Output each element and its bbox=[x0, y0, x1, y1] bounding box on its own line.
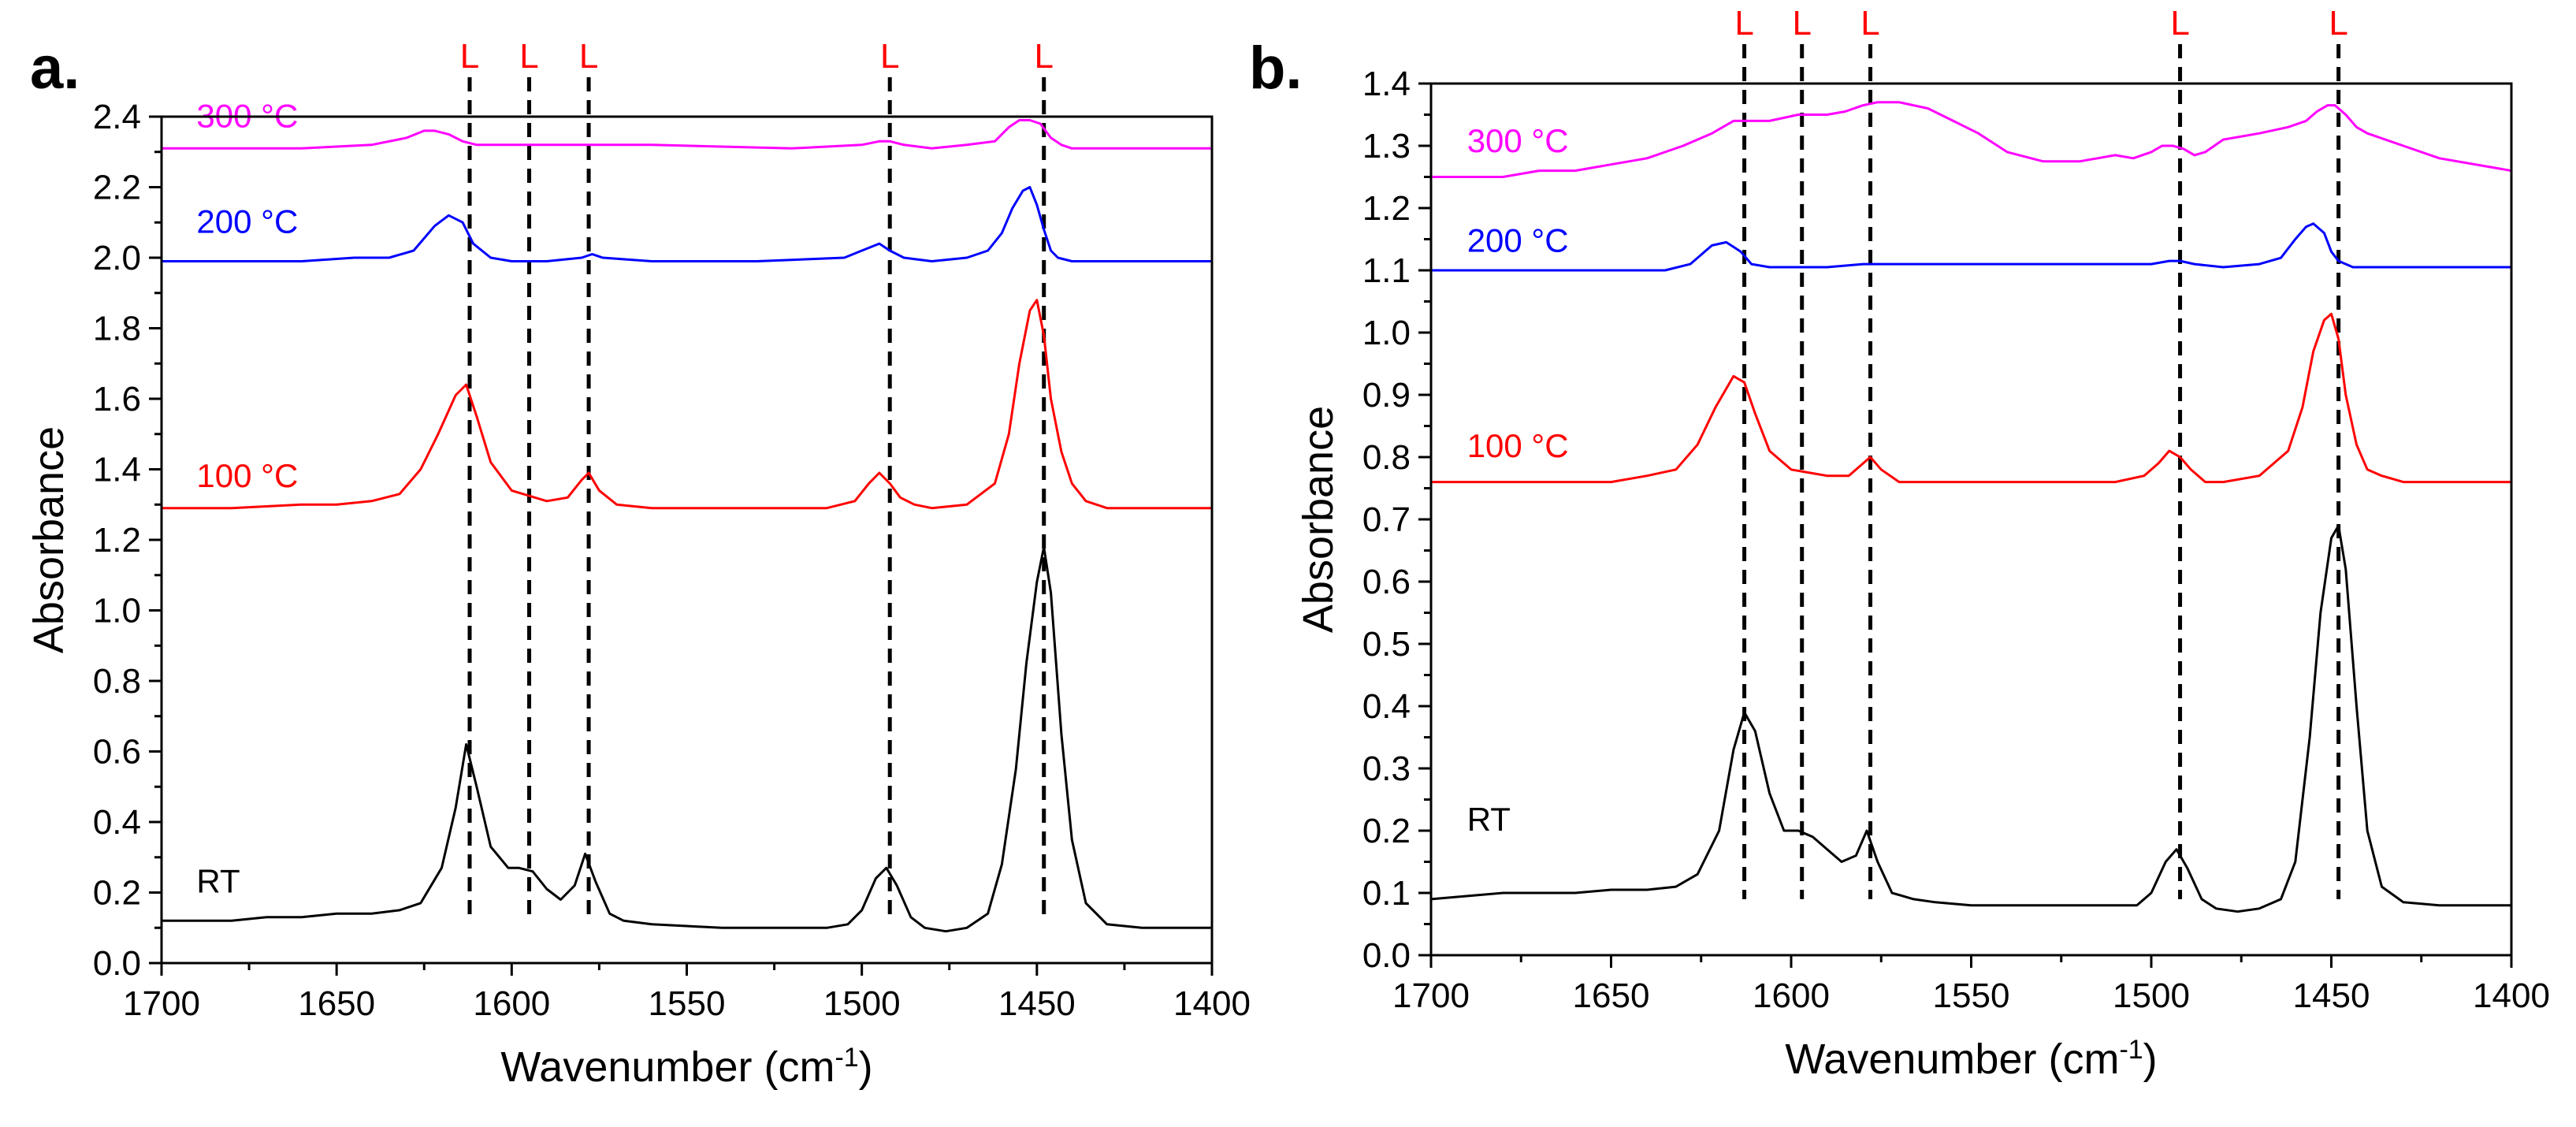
x-tick-label: 1550 bbox=[1933, 976, 2010, 1015]
y-tick-label: 2.4 bbox=[93, 98, 141, 136]
y-tick-label: 0.2 bbox=[1362, 812, 1411, 850]
y-tick-label: 2.0 bbox=[93, 239, 141, 277]
y-tick-label: 1.4 bbox=[93, 451, 141, 489]
series-line-1 bbox=[162, 299, 1212, 510]
x-tick-label: 1400 bbox=[1173, 984, 1251, 1023]
series-line-2 bbox=[1431, 222, 2511, 272]
y-axis-title: Absorbance bbox=[25, 426, 72, 653]
y-tick-label: 0.6 bbox=[93, 733, 141, 772]
series-label-2: 200 °C bbox=[1467, 221, 1569, 259]
x-axis-title: Wavenumber (cm-1) bbox=[1785, 1035, 2157, 1083]
y-tick-label: 0.3 bbox=[1362, 749, 1411, 788]
y-tick-label: 1.0 bbox=[1362, 314, 1411, 352]
x-tick-label: 1500 bbox=[2113, 976, 2190, 1015]
y-tick-label: 0.7 bbox=[1362, 500, 1411, 539]
y-tick-label: 1.4 bbox=[1362, 65, 1411, 103]
panel-letter: a. bbox=[30, 35, 80, 102]
marker-label: L bbox=[1034, 37, 1053, 76]
marker-label: L bbox=[2329, 4, 2347, 43]
y-tick-label: 1.2 bbox=[93, 521, 141, 560]
series-label-1: 100 °C bbox=[1467, 427, 1569, 464]
marker-label: L bbox=[579, 37, 598, 76]
y-tick-label: 0.8 bbox=[93, 662, 141, 701]
y-axis-title: Absorbance bbox=[1295, 406, 1342, 633]
series-label-3: 300 °C bbox=[1467, 122, 1569, 159]
y-tick-label: 0.4 bbox=[1362, 687, 1411, 726]
series-line-3 bbox=[1431, 101, 2512, 178]
marker-label: L bbox=[880, 37, 899, 76]
y-tick-label: 0.9 bbox=[1362, 376, 1411, 415]
x-tick-label: 1650 bbox=[1573, 976, 1650, 1015]
y-tick-label: 0.6 bbox=[1362, 563, 1411, 601]
series-label-1: 100 °C bbox=[196, 457, 298, 494]
series-line-3 bbox=[162, 119, 1212, 150]
y-tick-label: 0.2 bbox=[93, 874, 141, 913]
x-tick-label: 1600 bbox=[1753, 976, 1830, 1015]
x-axis-title: Wavenumber (cm-1) bbox=[500, 1043, 872, 1091]
y-tick-label: 0.0 bbox=[1362, 936, 1411, 975]
x-tick-label: 1400 bbox=[2473, 976, 2550, 1015]
y-tick-label: 2.2 bbox=[93, 169, 141, 207]
x-tick-label: 1500 bbox=[823, 984, 901, 1023]
series-label-0: RT bbox=[1467, 801, 1511, 838]
y-tick-label: 1.2 bbox=[1362, 189, 1411, 228]
x-tick-label: 1600 bbox=[473, 984, 550, 1023]
marker-label: L bbox=[2170, 4, 2189, 43]
x-tick-label: 1650 bbox=[298, 984, 375, 1023]
y-tick-label: 0.8 bbox=[1362, 438, 1411, 477]
series-line-1 bbox=[1431, 312, 2511, 484]
y-tick-label: 1.6 bbox=[93, 380, 141, 418]
plot-frame bbox=[1429, 82, 2513, 957]
panel-letter: b. bbox=[1249, 35, 1303, 102]
y-tick-label: 0.5 bbox=[1362, 625, 1411, 664]
marker-label: L bbox=[1792, 4, 1811, 43]
y-tick-label: 0.4 bbox=[93, 803, 141, 842]
series-line-0 bbox=[1430, 524, 2511, 913]
x-tick-label: 1450 bbox=[2293, 976, 2370, 1015]
y-tick-label: 0.0 bbox=[93, 944, 141, 983]
y-tick-label: 1.8 bbox=[93, 310, 141, 348]
marker-label: L bbox=[460, 37, 479, 76]
x-tick-label: 1700 bbox=[123, 984, 200, 1023]
marker-label: L bbox=[1734, 4, 1753, 43]
series-line-0 bbox=[162, 545, 1212, 933]
x-tick-label: 1450 bbox=[998, 984, 1076, 1023]
marker-label: L bbox=[519, 37, 538, 76]
x-tick-label: 1700 bbox=[1392, 976, 1470, 1015]
series-line-2 bbox=[162, 186, 1212, 262]
y-tick-label: 1.1 bbox=[1362, 251, 1411, 290]
series-label-0: RT bbox=[196, 863, 240, 900]
series-label-2: 200 °C bbox=[196, 203, 298, 240]
plot-frame bbox=[160, 115, 1214, 965]
y-tick-label: 1.0 bbox=[93, 592, 141, 630]
y-tick-label: 0.1 bbox=[1362, 874, 1411, 913]
marker-label: L bbox=[1860, 4, 1879, 43]
y-tick-label: 1.3 bbox=[1362, 127, 1411, 166]
x-tick-label: 1550 bbox=[649, 984, 726, 1023]
